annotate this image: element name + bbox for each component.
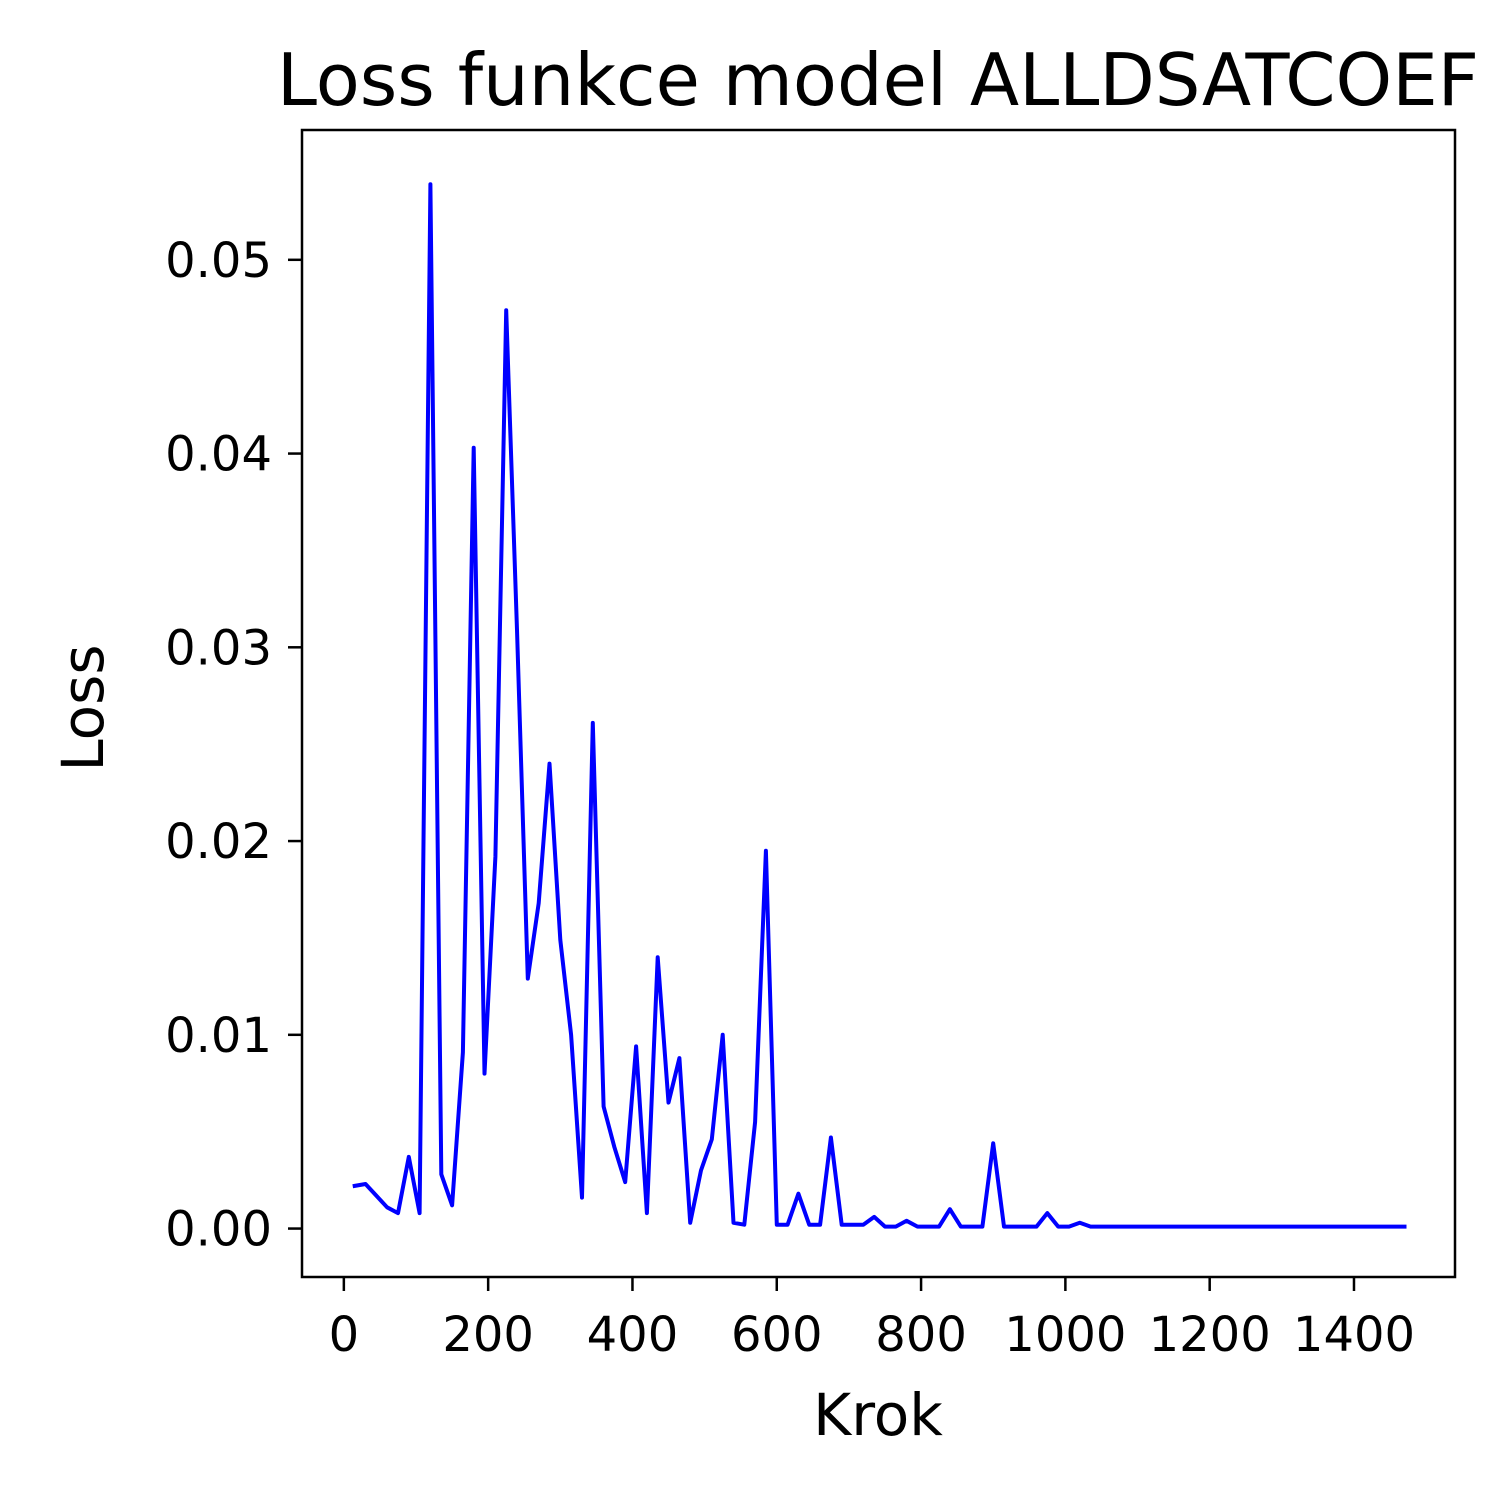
x-tick-label: 800	[875, 1307, 967, 1363]
chart-title: Loss funkce model ALLDSATCOEF	[277, 38, 1479, 122]
x-axis-label: Krok	[813, 1381, 943, 1449]
plot-background	[302, 130, 1455, 1277]
x-axis: 0 200 400 600 800 1000 1200 1400	[329, 1277, 1415, 1363]
x-tick-label: 1400	[1293, 1307, 1415, 1363]
series-layer	[352, 182, 1407, 1229]
x-tick-label: 0	[329, 1307, 360, 1363]
loss-series-line	[352, 182, 1407, 1229]
y-tick-label: 0.01	[165, 1008, 272, 1064]
plot-frame	[300, 128, 1457, 1279]
y-tick-label: 0.02	[165, 814, 272, 870]
x-tick-label: 1200	[1149, 1307, 1271, 1363]
y-tick-label: 0.03	[165, 620, 272, 676]
x-tick-label: 400	[587, 1307, 679, 1363]
y-axis-label: Loss	[49, 644, 117, 771]
x-tick-label: 200	[442, 1307, 534, 1363]
y-tick-label: 0.05	[165, 233, 272, 289]
x-tick-label: 600	[731, 1307, 823, 1363]
y-tick-label: 0.04	[165, 427, 272, 483]
y-axis: 0.00 0.01 0.02 0.03 0.04 0.05	[165, 233, 302, 1258]
y-tick-label: 0.00	[165, 1202, 272, 1258]
x-tick-label: 1000	[1004, 1307, 1126, 1363]
